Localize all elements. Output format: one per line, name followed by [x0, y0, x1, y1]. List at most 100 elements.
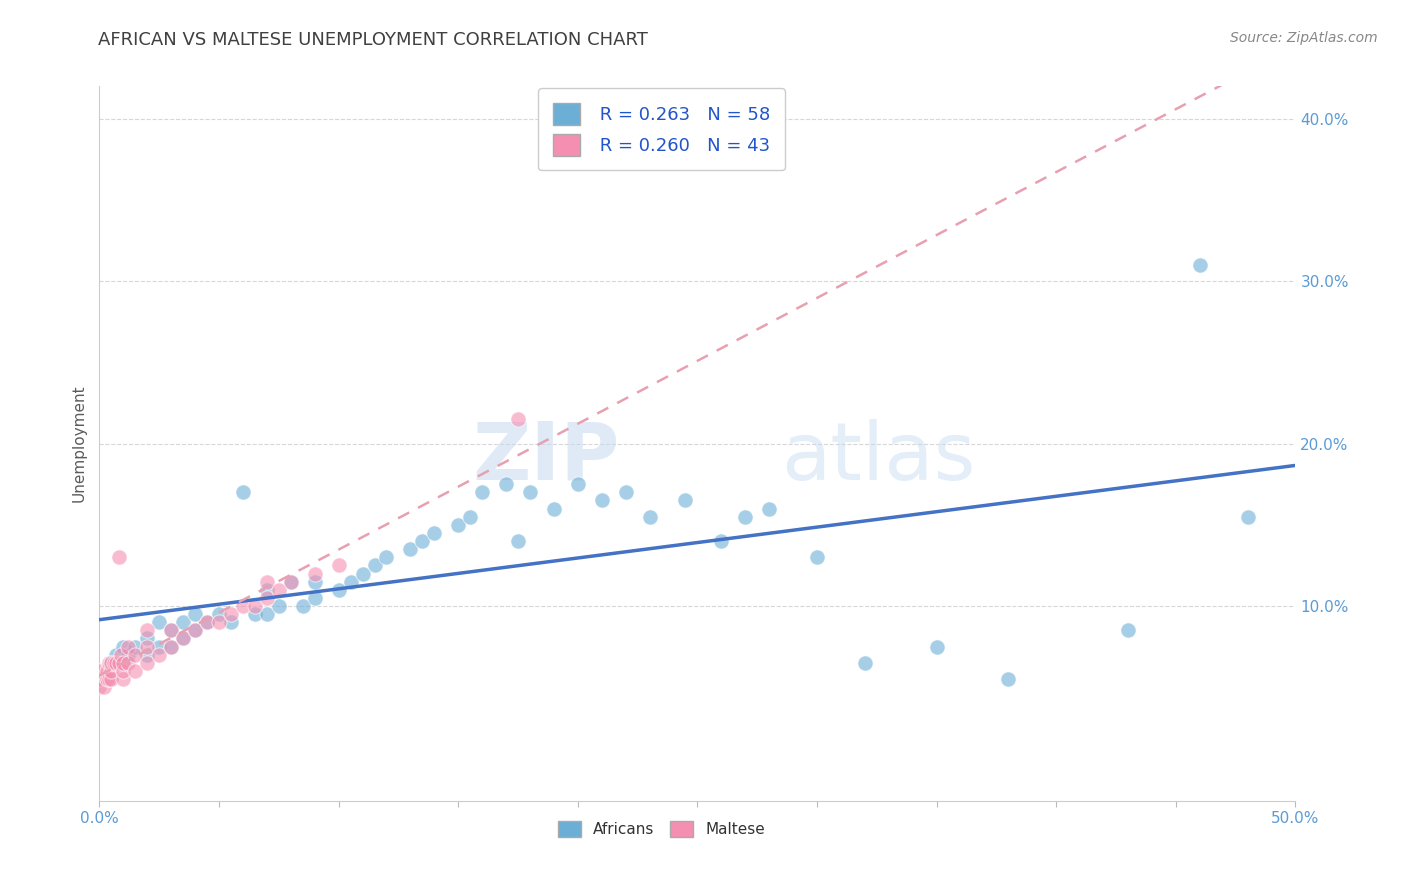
- Point: [136, 648, 159, 662]
- Point: [280, 574, 302, 589]
- Point: [411, 534, 433, 549]
- Text: AFRICAN VS MALTESE UNEMPLOYMENT CORRELATION CHART: AFRICAN VS MALTESE UNEMPLOYMENT CORRELAT…: [98, 31, 648, 49]
- Point: [304, 574, 326, 589]
- Point: [124, 648, 146, 662]
- Point: [184, 607, 207, 621]
- Point: [112, 672, 135, 686]
- Point: [925, 640, 948, 654]
- Point: [734, 509, 756, 524]
- Point: [160, 640, 183, 654]
- Point: [219, 615, 242, 630]
- Point: [112, 656, 135, 670]
- Point: [96, 672, 118, 686]
- Text: atlas: atlas: [782, 419, 976, 497]
- Point: [1116, 624, 1139, 638]
- Point: [997, 672, 1019, 686]
- Point: [89, 680, 111, 694]
- Point: [591, 493, 613, 508]
- Point: [758, 501, 780, 516]
- Point: [506, 534, 529, 549]
- Point: [148, 615, 170, 630]
- Text: Source: ZipAtlas.com: Source: ZipAtlas.com: [1230, 31, 1378, 45]
- Point: [256, 591, 278, 605]
- Point: [267, 599, 290, 613]
- Point: [96, 664, 118, 678]
- Point: [710, 534, 733, 549]
- Point: [148, 648, 170, 662]
- Point: [136, 632, 159, 646]
- Point: [208, 615, 231, 630]
- Point: [638, 509, 661, 524]
- Point: [256, 607, 278, 621]
- Point: [304, 566, 326, 581]
- Point: [105, 656, 128, 670]
- Point: [291, 599, 314, 613]
- Y-axis label: Unemployment: Unemployment: [72, 384, 86, 502]
- Point: [243, 607, 266, 621]
- Point: [160, 640, 183, 654]
- Point: [853, 656, 876, 670]
- Point: [112, 640, 135, 654]
- Point: [110, 648, 132, 662]
- Point: [124, 640, 146, 654]
- Point: [363, 558, 385, 573]
- Point: [243, 599, 266, 613]
- Point: [124, 664, 146, 678]
- Point: [447, 517, 470, 532]
- Point: [89, 664, 111, 678]
- Point: [105, 648, 128, 662]
- Point: [195, 615, 218, 630]
- Point: [136, 624, 159, 638]
- Point: [806, 550, 828, 565]
- Point: [195, 615, 218, 630]
- Point: [112, 656, 135, 670]
- Point: [112, 664, 135, 678]
- Point: [219, 607, 242, 621]
- Point: [100, 664, 122, 678]
- Point: [89, 672, 111, 686]
- Point: [172, 632, 194, 646]
- Point: [98, 672, 121, 686]
- Point: [543, 501, 565, 516]
- Point: [160, 624, 183, 638]
- Point: [1188, 258, 1211, 272]
- Point: [1236, 509, 1258, 524]
- Point: [160, 624, 183, 638]
- Point: [471, 485, 494, 500]
- Point: [117, 656, 139, 670]
- Point: [328, 558, 350, 573]
- Point: [136, 640, 159, 654]
- Point: [399, 542, 422, 557]
- Point: [567, 477, 589, 491]
- Point: [148, 640, 170, 654]
- Point: [208, 607, 231, 621]
- Point: [172, 615, 194, 630]
- Point: [136, 656, 159, 670]
- Point: [423, 525, 446, 540]
- Point: [107, 550, 129, 565]
- Point: [256, 574, 278, 589]
- Point: [172, 632, 194, 646]
- Point: [375, 550, 398, 565]
- Point: [117, 640, 139, 654]
- Point: [184, 624, 207, 638]
- Point: [100, 656, 122, 670]
- Point: [352, 566, 374, 581]
- Point: [458, 509, 481, 524]
- Legend: Africans, Maltese: Africans, Maltese: [553, 815, 770, 843]
- Point: [107, 656, 129, 670]
- Point: [98, 656, 121, 670]
- Text: ZIP: ZIP: [472, 419, 620, 497]
- Point: [93, 680, 115, 694]
- Point: [232, 599, 254, 613]
- Point: [339, 574, 361, 589]
- Point: [103, 656, 125, 670]
- Point: [328, 582, 350, 597]
- Point: [100, 656, 122, 670]
- Point: [675, 493, 697, 508]
- Point: [614, 485, 637, 500]
- Point: [117, 648, 139, 662]
- Point: [304, 591, 326, 605]
- Point: [267, 582, 290, 597]
- Point: [506, 412, 529, 426]
